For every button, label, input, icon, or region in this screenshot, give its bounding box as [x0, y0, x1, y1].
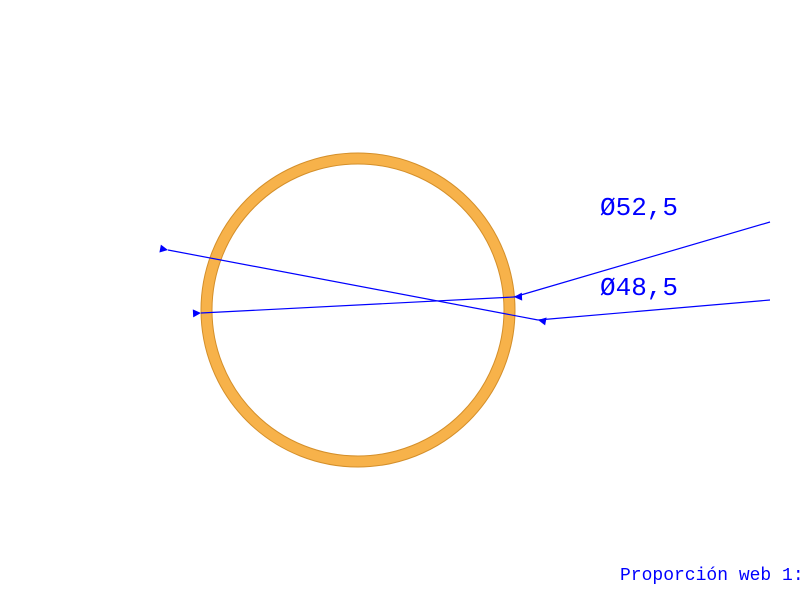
outer-diameter-line	[201, 297, 514, 313]
inner-diameter-label: Ø48,5	[600, 273, 678, 303]
scale-footer: Proporción web 1:2	[620, 566, 800, 586]
inner-diameter-line	[168, 250, 538, 320]
outer-diameter-label: Ø52,5	[600, 193, 678, 223]
inner-diameter-extension	[538, 300, 770, 320]
technical-drawing: Ø52,5 Ø48,5 Proporción web 1:2	[0, 0, 800, 600]
